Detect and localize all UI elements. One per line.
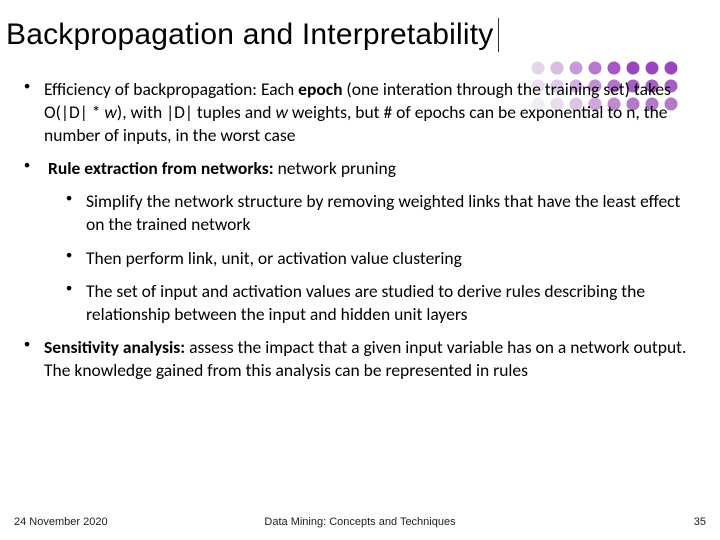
bullet-list: Efficiency of backpropagation: Each epoc… (6, 78, 702, 382)
bullet-sensitivity: Sensitivity analysis: assess the impact … (24, 336, 702, 382)
bullet-rule-extraction: Rule extraction from networks: network p… (24, 157, 702, 326)
sub-bullet: Simplify the network structure by removi… (66, 190, 702, 236)
sub-bullet-list: Simplify the network structure by removi… (44, 190, 702, 325)
bullet-efficiency: Efficiency of backpropagation: Each epoc… (24, 78, 702, 147)
text: Efficiency of backpropagation: Each (44, 78, 298, 100)
text: network pruning (274, 157, 396, 179)
text-bold: Rule extraction from networks: (48, 157, 274, 179)
text-bold: Sensitivity analysis: (44, 336, 185, 358)
text-bold: epoch (298, 78, 342, 100)
text: ), with |D| tuples and (117, 101, 276, 123)
footer-date: 24 November 2020 (14, 516, 108, 528)
footer-center: Data Mining: Concepts and Techniques (264, 516, 455, 528)
sub-bullet: The set of input and activation values a… (66, 280, 702, 326)
text-italic: w (275, 101, 288, 123)
footer-page-number: 35 (694, 516, 706, 528)
text-italic: w (104, 101, 117, 123)
slide-title: Backpropagation and Interpretability (6, 18, 499, 52)
sub-bullet: Then perform link, unit, or activation v… (66, 247, 702, 270)
